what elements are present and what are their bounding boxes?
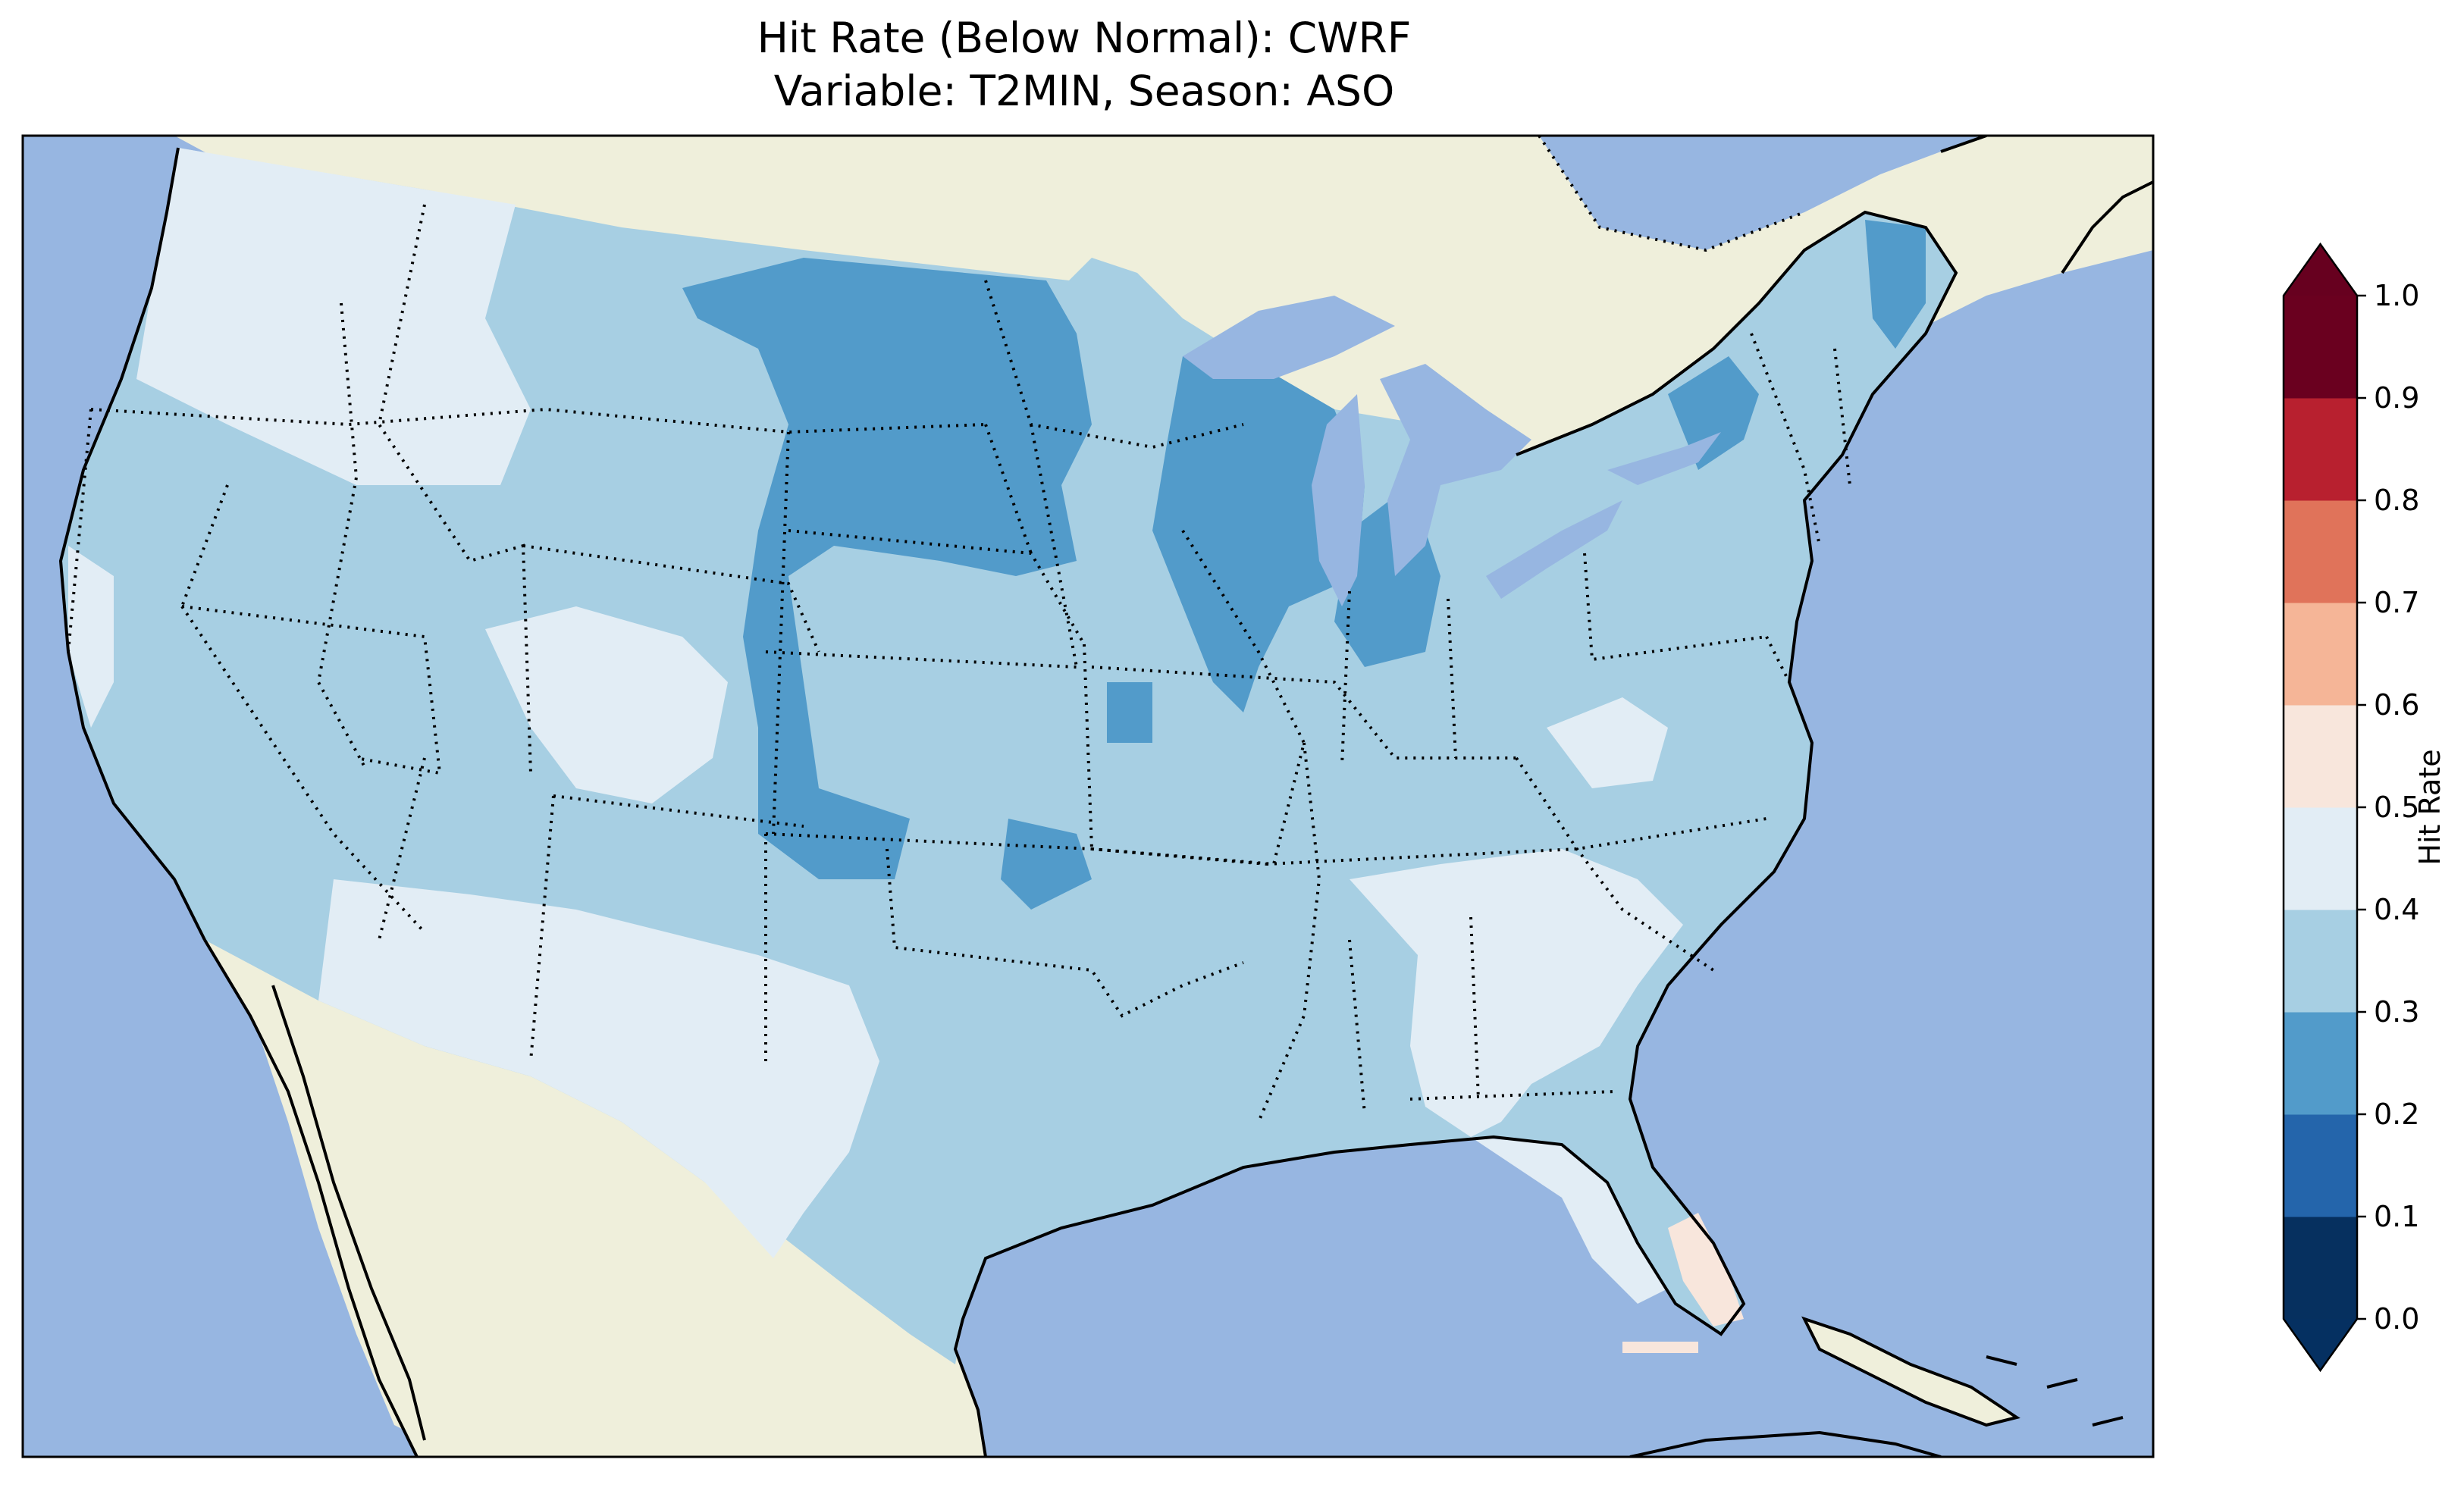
hit-rate-region	[1622, 1342, 1698, 1353]
cuba-island	[1804, 1319, 2017, 1425]
colorbar-tick-label: 0.6	[2374, 688, 2419, 722]
colorbar-bin	[2284, 398, 2357, 501]
hit-rate-region	[1668, 356, 1759, 470]
colorbar-tick-label: 0.0	[2374, 1302, 2419, 1336]
colorbar-bin	[2284, 1012, 2357, 1115]
great-lakes	[1183, 296, 1721, 606]
colorbar-bin	[2284, 500, 2357, 603]
figure-title-line-2: Variable: T2MIN, Season: ASO	[773, 67, 1395, 115]
colorbar-extend-max	[2284, 244, 2357, 296]
colorbar-bin	[2284, 1217, 2357, 1320]
colorbar-bin	[2284, 603, 2357, 706]
hit-rate-region	[136, 148, 531, 485]
hit-rate-region	[1107, 682, 1152, 743]
state-borders	[67, 136, 1851, 1123]
colorbar-bin	[2284, 296, 2357, 399]
hit-rate-region	[1152, 356, 1365, 713]
colorbar-tick-label: 0.2	[2374, 1098, 2419, 1131]
colorbar-tick-label: 0.8	[2374, 484, 2419, 517]
colorbar-tick-label: 0.4	[2374, 893, 2419, 926]
hit-rate-region	[318, 879, 879, 1258]
colorbar-bin	[2284, 807, 2357, 910]
colorbar: 0.0 0.1 0.2 0.3 0.4 0.5 0.6 0.7 0.8 0.9 1.0 Hit Rat…	[2282, 242, 2447, 1373]
colorbar-bin	[2284, 910, 2357, 1013]
colorbar-tick-label: 0.9	[2374, 381, 2419, 415]
colorbar-tick-label: 0.5	[2374, 791, 2419, 824]
hit-rate-region	[1350, 849, 1683, 1137]
colorbar-extend-min	[2284, 1319, 2357, 1370]
hit-rate-region	[1865, 220, 1926, 349]
coastlines	[58, 136, 2153, 1457]
hit-rate-region	[68, 546, 114, 728]
hit-rate-region	[1001, 819, 1092, 910]
hit-rate-region	[485, 606, 728, 803]
mexico-land	[205, 940, 986, 1457]
hit-rate-region	[1547, 697, 1668, 788]
map-axes	[23, 136, 2153, 1457]
colorbar-bin	[2284, 1114, 2357, 1217]
colorbar-bin	[2284, 705, 2357, 808]
hit-rate-region	[682, 258, 1092, 879]
figure-title-line-1: Hit Rate (Below Normal): CWRF	[757, 14, 1412, 62]
baja-peninsula	[258, 985, 425, 1440]
colorbar-tick-label: 0.3	[2374, 995, 2419, 1029]
colorbar-tick-label: 0.1	[2374, 1200, 2419, 1233]
map-frame	[21, 134, 2155, 1458]
colorbar-label: Hit Rate	[2413, 749, 2447, 865]
colorbar-tick-label: 1.0	[2374, 279, 2419, 312]
hit-rate-region	[1668, 1213, 1744, 1326]
hit-rate-region	[1471, 1137, 1668, 1304]
colorbar-tick-label: 0.7	[2374, 586, 2419, 619]
